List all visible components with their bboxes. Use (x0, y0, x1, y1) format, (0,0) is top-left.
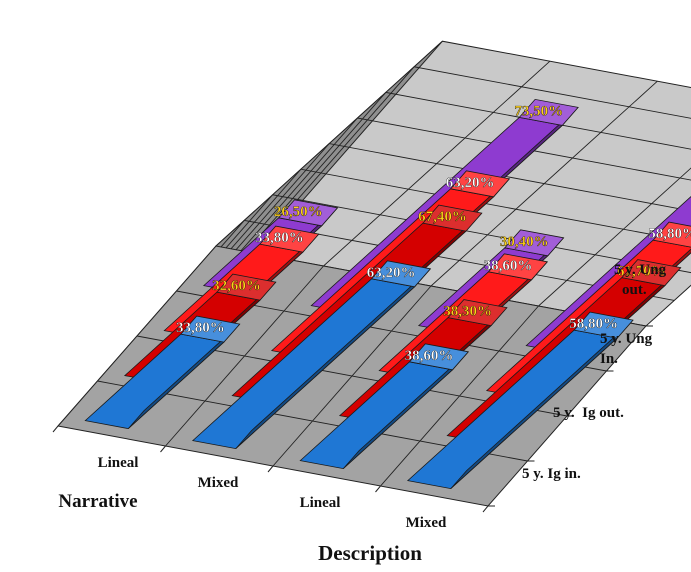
data-label: 73,50% (514, 103, 563, 119)
gridline (227, 91, 691, 273)
axis-tick (52, 425, 59, 433)
data-label: 63,20% (446, 175, 495, 191)
series-axis-label-ung-out-line1: 5 y. Ung (614, 262, 667, 278)
data-label: 63,20% (367, 265, 416, 281)
series-axis-label-ung-in: 5 y. Ung In. (600, 331, 656, 367)
data-label: 58,80% (569, 316, 618, 332)
data-label: 38,60% (405, 348, 454, 364)
bar-top-face (180, 315, 241, 343)
bar-top-face (504, 229, 565, 257)
gridline-vertical (538, 167, 691, 307)
bar-top-face (422, 204, 483, 232)
bar-top-face (277, 199, 339, 227)
bar-top-face (518, 98, 579, 126)
data-label: 33,80% (255, 230, 304, 246)
gridline-vertical (430, 80, 658, 287)
series-axis-label-ung-out: 5 y. Ung out. (614, 262, 670, 298)
axis-tick (482, 505, 489, 513)
series-axis-label-ung-in-line1: 5 y. Ung (600, 331, 653, 347)
data-label: 30,40% (500, 234, 549, 250)
series-axis-label-ung-in-line2: In. (600, 351, 618, 367)
data-label: 67,40% (418, 209, 467, 225)
data-label: 32,60% (212, 278, 261, 294)
chart-bars (84, 98, 691, 490)
data-label: 58,80% (648, 226, 691, 242)
gridline (199, 117, 691, 299)
series-axis-label-ung-out-line2: out. (622, 282, 647, 298)
data-label: 38,60% (484, 258, 533, 274)
data-label: 33,80% (176, 320, 225, 336)
bar-top-face (652, 221, 691, 248)
bar-top-face (259, 225, 320, 253)
bar-2-series-1 (191, 260, 432, 450)
bar-4-series-1 (406, 311, 634, 490)
group-label-narrative: Narrative (58, 491, 137, 512)
bar-1-series-1 (84, 315, 241, 430)
axis-tick (267, 465, 274, 473)
bar-3-series-1 (299, 343, 470, 470)
gridline (255, 66, 691, 248)
axis-tick (160, 445, 166, 453)
bar-top-face (487, 253, 549, 281)
bar-top-face (216, 273, 277, 301)
bar-top-face (621, 259, 682, 287)
x-tick-label-mixed-1: Mixed (198, 475, 239, 491)
axis-labels: Lineal Mixed Lineal Mixed Narrative Desc… (58, 262, 670, 565)
bar-top-face (370, 260, 432, 288)
x-tick-label-lineal-1: Lineal (98, 455, 139, 471)
x-tick-label-mixed-2: Mixed (406, 515, 447, 531)
bar-top-face (449, 170, 511, 198)
bar-top-face (447, 299, 508, 327)
bar-top-face (573, 311, 634, 339)
data-labels: 26,50%73,50%30,40%70,60%33,80%63,20%38,6… (176, 103, 691, 364)
data-label: 26,50% (274, 204, 323, 220)
gridline-vertical (323, 60, 551, 267)
series-axis-label-ig-in: 5 y. Ig in. (522, 466, 581, 482)
axis-tick (375, 485, 381, 493)
bar-top-face (408, 343, 470, 371)
series-axis-label-ig-out: 5 y. Ig out. (553, 405, 624, 421)
data-label: 38,30% (443, 304, 492, 320)
x-tick-label-lineal-2: Lineal (300, 495, 341, 511)
data-label: 61,70% (617, 264, 666, 280)
x-axis-title: Description (318, 541, 422, 565)
